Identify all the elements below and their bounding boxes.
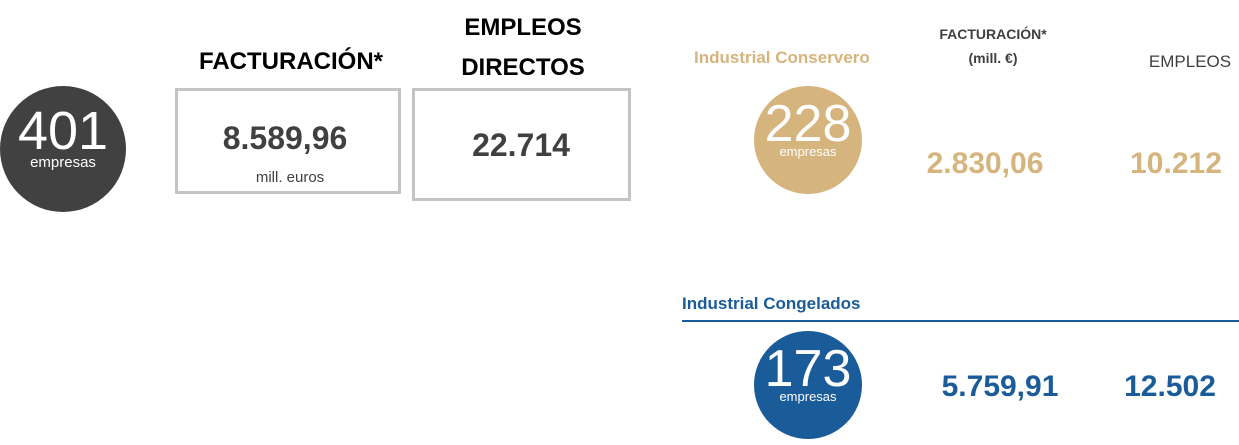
- revenue-header-line: FACTURACIÓN*: [939, 26, 1047, 42]
- segment-circle: 173 empresas: [754, 331, 862, 439]
- jobs-title-line: EMPLEOS: [464, 14, 582, 41]
- jobs-title: EMPLEOS DIRECTOS: [461, 8, 585, 88]
- revenue-header-line: (mill. €): [968, 50, 1018, 66]
- segment-circle: 228 empresas: [754, 86, 862, 194]
- segment-jobs: 12.502: [1124, 370, 1216, 403]
- revenue-header: FACTURACIÓN* (mill. €): [939, 22, 1046, 70]
- jobs-title-line: DIRECTOS: [461, 54, 585, 81]
- segment-revenue: 5.759,91: [941, 370, 1059, 403]
- jobs-box: [412, 88, 631, 201]
- segment-companies: 228: [764, 95, 852, 153]
- total-circle: 401 empresas: [0, 86, 126, 212]
- revenue-value: 8.589,96: [222, 120, 348, 156]
- companies-label: empresas: [30, 154, 96, 171]
- revenue-box: [175, 88, 401, 194]
- segment-name: Industrial Congelados: [682, 294, 861, 313]
- segment-companies-label: empresas: [779, 389, 837, 404]
- segment-companies-label: empresas: [779, 144, 837, 159]
- revenue-unit: mill. euros: [255, 169, 325, 186]
- segment-rule: [682, 320, 1239, 322]
- revenue-title: FACTURACIÓN*: [199, 48, 383, 75]
- segment-revenue: 2.830,06: [926, 147, 1044, 180]
- jobs-header: EMPLEOS: [1148, 52, 1232, 71]
- segment-companies: 173: [764, 340, 852, 398]
- jobs-value: 22.714: [472, 127, 570, 163]
- segment-name: Industrial Conservero: [694, 48, 870, 67]
- total-companies: 401: [17, 101, 109, 161]
- segment-jobs: 10.212: [1130, 147, 1222, 180]
